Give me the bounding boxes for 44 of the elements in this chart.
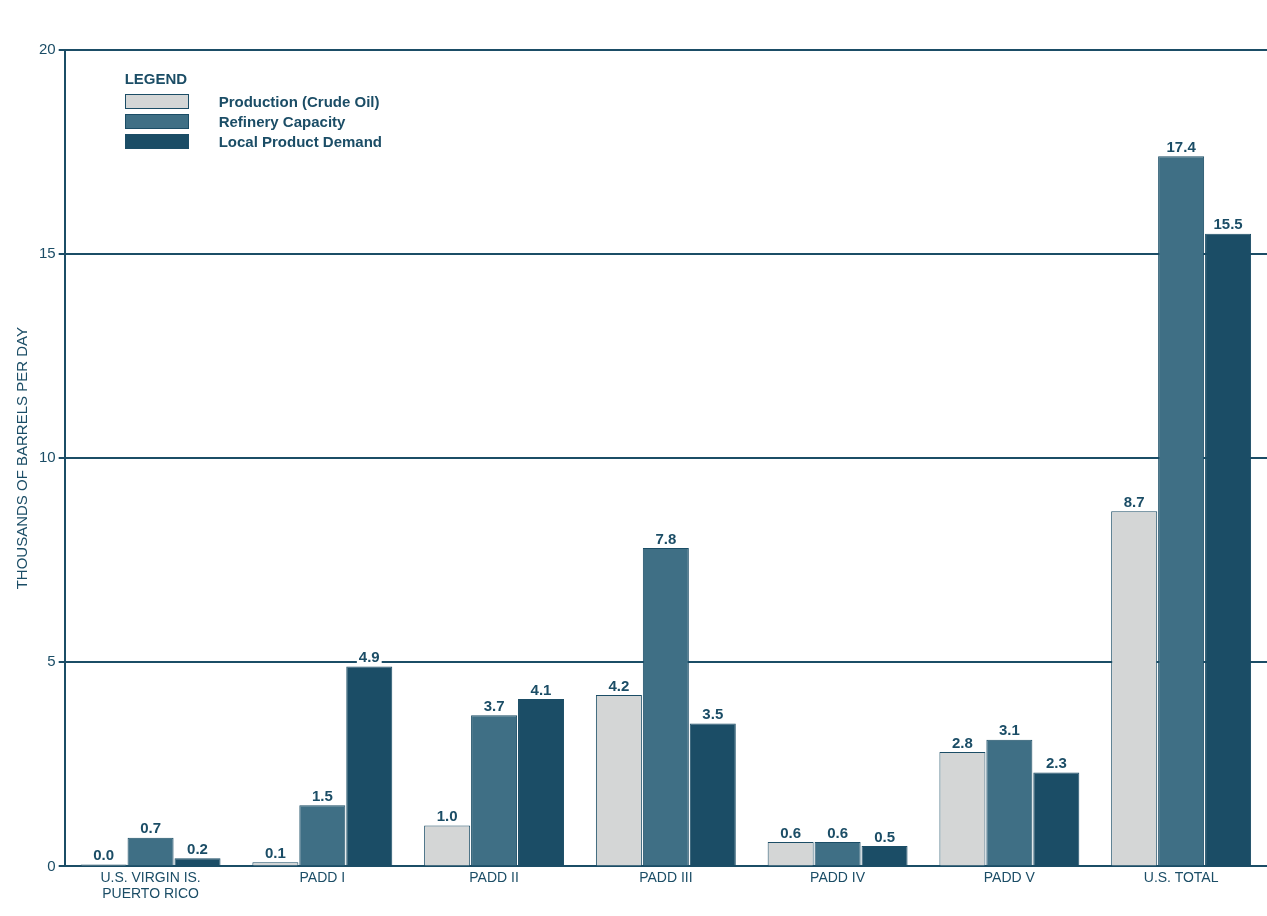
data-label: 2.8: [951, 733, 973, 751]
data-label: 0.2: [187, 839, 208, 857]
data-label: 0.5: [874, 827, 895, 845]
data-label: 4.2: [608, 676, 630, 694]
data-label: 3.5: [702, 705, 724, 723]
data-label: 3.7: [483, 697, 505, 715]
bar: [346, 666, 393, 866]
y-tick-label: 15: [39, 244, 56, 262]
x-tick-label: U.S. VIRGIN IS. PUERTO RICO: [100, 868, 201, 902]
x-tick-label: U.S. TOTAL: [1143, 868, 1219, 885]
bar: [689, 723, 736, 866]
bar: [174, 858, 221, 866]
data-label: 4.9: [358, 648, 380, 666]
data-label: 0.7: [140, 819, 161, 837]
bar: [1033, 772, 1080, 866]
y-axis-title: THOUSANDS OF BARRELS PER DAY: [13, 327, 31, 590]
data-label: 2.3: [1045, 754, 1067, 772]
data-label: 7.8: [655, 529, 677, 547]
legend-label: Refinery Capacity: [218, 112, 346, 130]
data-label: 1.0: [436, 807, 458, 825]
data-label: 0.1: [264, 843, 286, 861]
x-tick-label: PADD V: [983, 868, 1036, 885]
x-tick-label: PADD III: [639, 868, 693, 885]
y-tick-label: 20: [39, 40, 56, 58]
legend-title: LEGEND: [124, 70, 189, 87]
data-label: 0.6: [780, 823, 802, 841]
legend-label: Local Product Demand: [218, 132, 383, 150]
data-label: 3.1: [998, 721, 1020, 739]
y-tick-label: 5: [47, 652, 56, 670]
x-tick-label: PADD I: [299, 868, 346, 885]
y-tick-label: 0: [47, 856, 56, 874]
legend-label: Production (Crude Oil): [218, 92, 380, 110]
data-label: 15.5: [1213, 215, 1243, 233]
data-label: 1.5: [311, 786, 333, 804]
data-label: 0.6: [827, 823, 849, 841]
bar: [518, 699, 565, 866]
data-label: 8.7: [1123, 492, 1145, 510]
x-tick-label: PADD IV: [810, 868, 866, 885]
data-label: 4.1: [530, 680, 552, 698]
data-label: 17.4: [1166, 137, 1197, 155]
data-label: 0.0: [93, 846, 115, 864]
x-tick-label: PADD II: [469, 868, 519, 885]
y-tick-label: 10: [39, 448, 56, 466]
bar: [861, 845, 908, 866]
